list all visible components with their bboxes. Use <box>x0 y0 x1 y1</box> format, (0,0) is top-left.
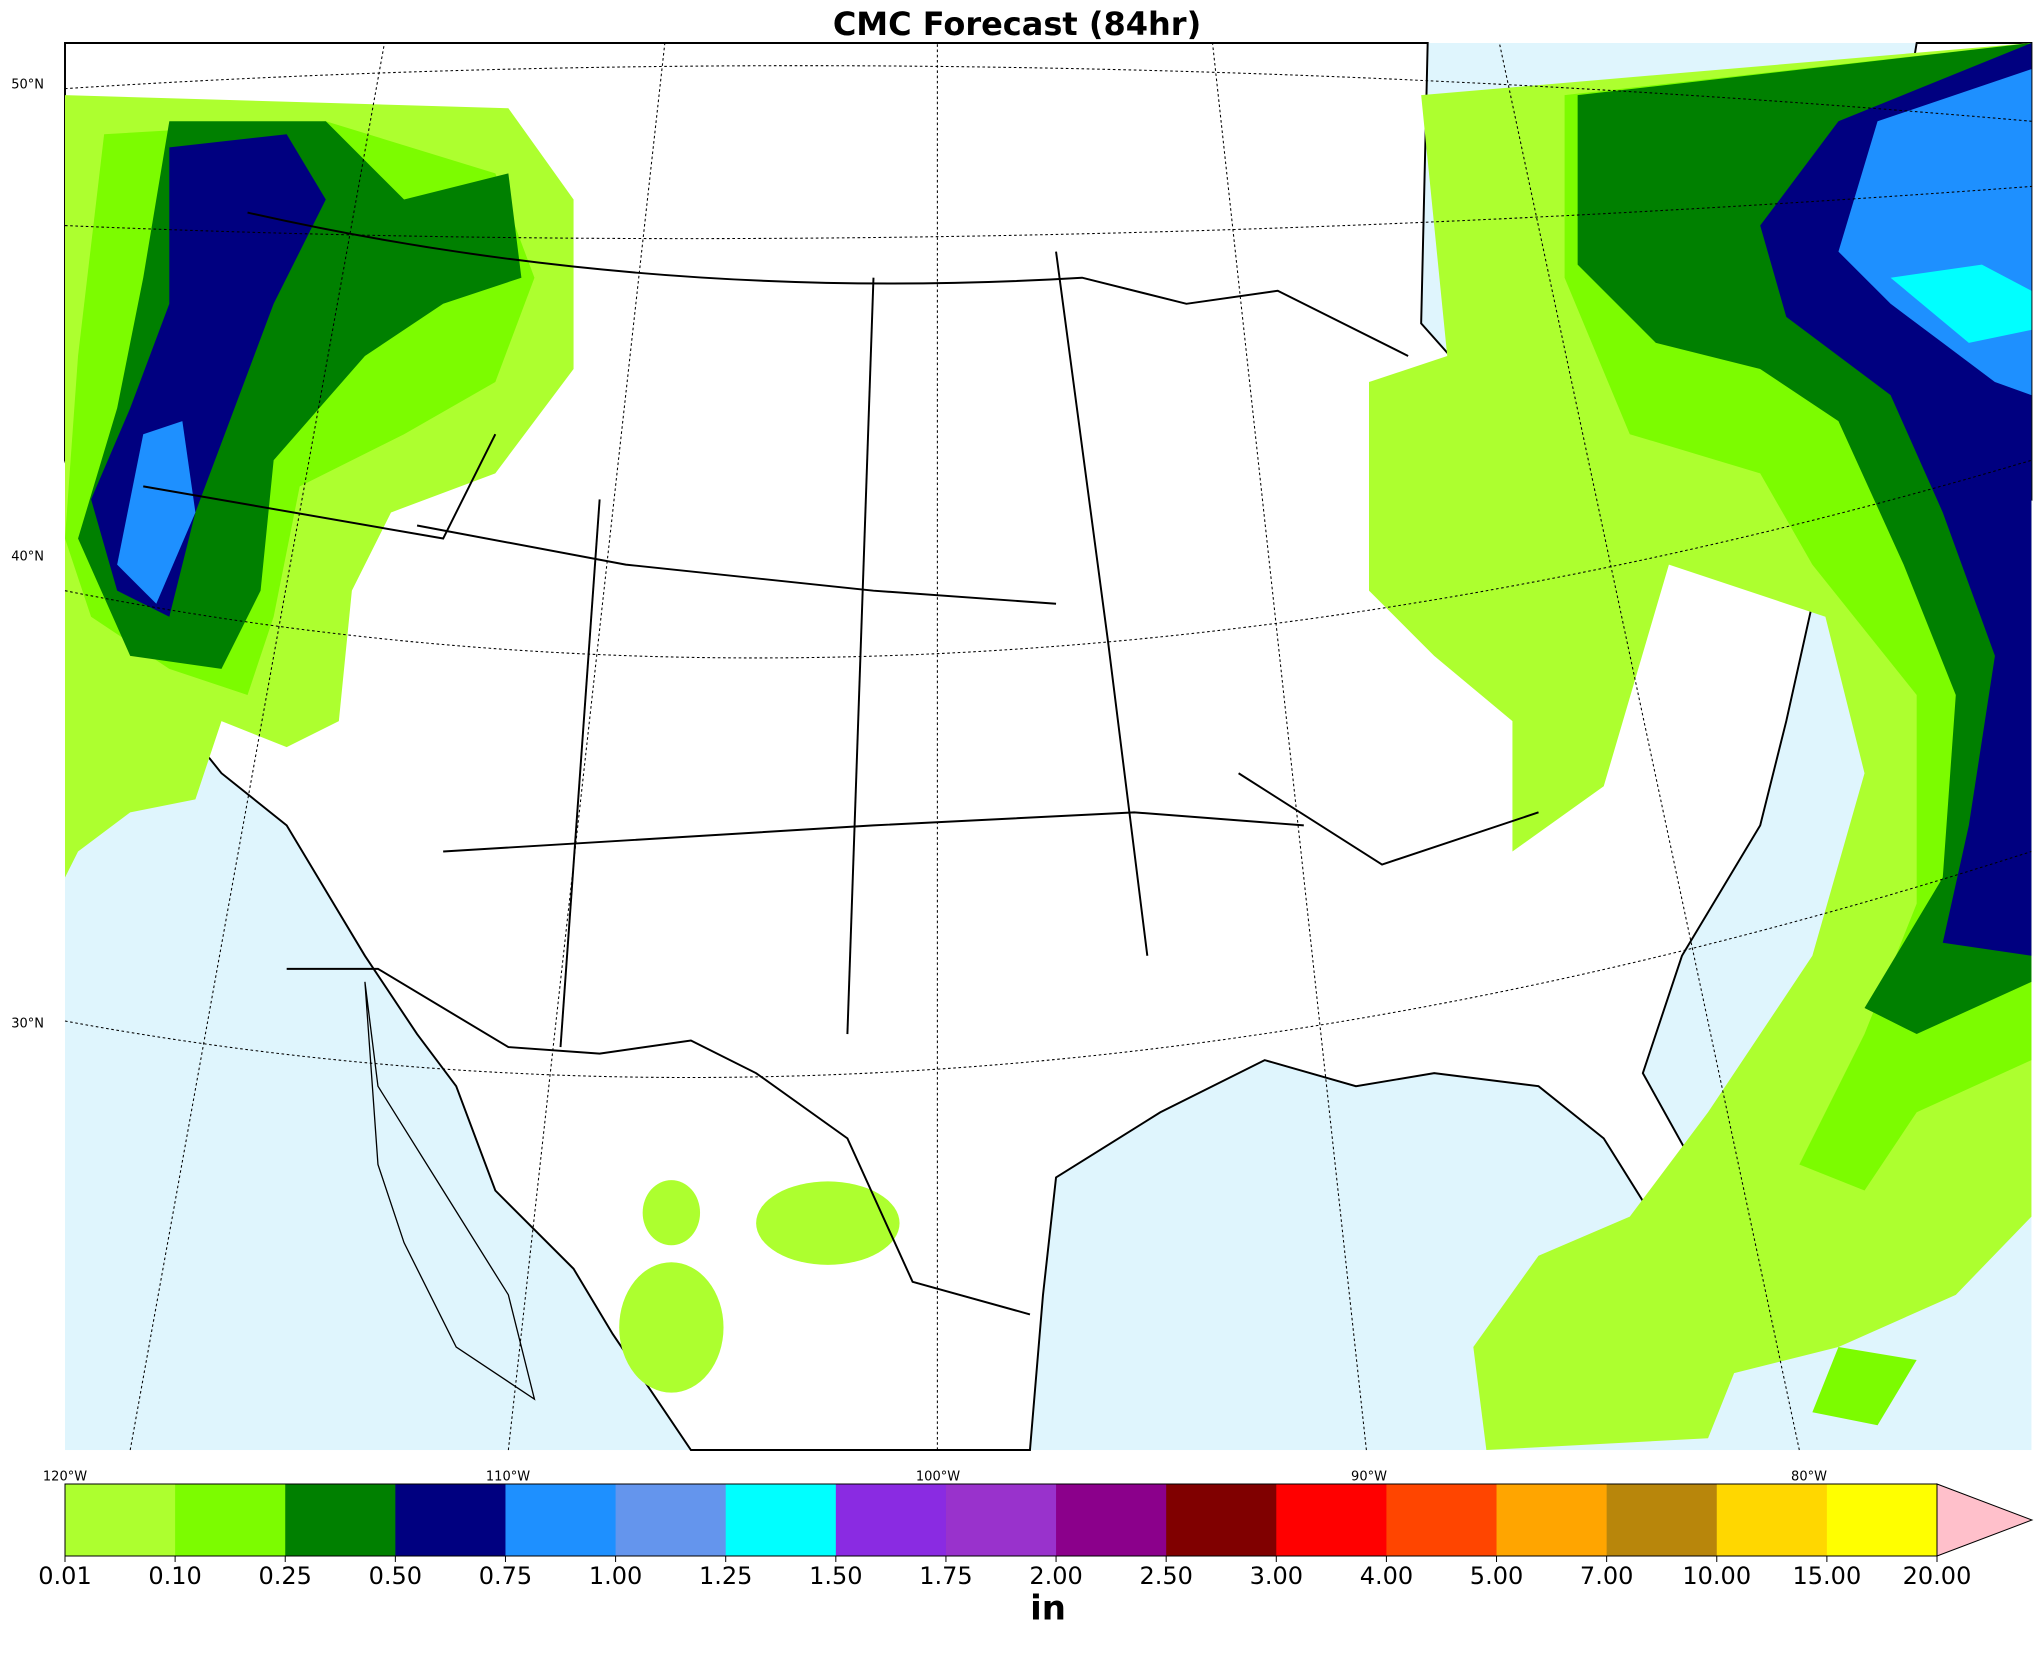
extend-arrow <box>1936 1483 2034 1557</box>
map <box>64 42 2033 1451</box>
tick-label: 0.10 <box>148 1562 201 1590</box>
color-bin <box>1386 1484 1498 1556</box>
tick-label: 4.00 <box>1360 1562 1413 1590</box>
color-bin <box>1056 1484 1167 1556</box>
lat-label: 40°N <box>11 550 44 565</box>
color-bin <box>65 1484 176 1556</box>
tick-label: 7.00 <box>1580 1562 1633 1590</box>
color-bin <box>395 1484 506 1556</box>
tick-label: 20.00 <box>1903 1562 1972 1590</box>
title: CMC Forecast (84hr) <box>833 5 1201 43</box>
color-bin <box>285 1484 396 1556</box>
lon-label: 100°W <box>916 1470 960 1485</box>
precip-area <box>642 1180 701 1246</box>
color-bin <box>835 1484 947 1556</box>
tick-label: 2.50 <box>1139 1562 1192 1590</box>
precip-area <box>1812 1347 1917 1426</box>
lon-label: 120°W <box>43 1470 87 1485</box>
tick-label: 10.00 <box>1682 1562 1751 1590</box>
color-bin <box>1716 1484 1828 1556</box>
precip-area <box>619 1262 724 1393</box>
lon-label: 80°W <box>1791 1470 1827 1485</box>
lat-label: 30°N <box>11 1017 44 1032</box>
color-bin <box>1606 1484 1718 1556</box>
colorbar-frame <box>64 1483 1938 1557</box>
tick-label: 1.75 <box>919 1562 972 1590</box>
lat-label: 50°N <box>11 78 44 93</box>
tick-label: 0.01 <box>38 1562 91 1590</box>
color-bin <box>945 1484 1057 1556</box>
color-bin <box>175 1484 286 1556</box>
colorbar-label: in <box>1030 1589 1066 1629</box>
lon-label: 110°W <box>486 1470 530 1485</box>
colorbar: 0.01 0.10 0.25 0.50 0.75 1.00 1.25 1.50 1.75 2.00… <box>38 1483 2034 1629</box>
tick-label: 1.00 <box>589 1562 642 1590</box>
tick-label: 0.25 <box>259 1562 312 1590</box>
precip-area <box>1890 264 2032 343</box>
color-bin <box>615 1484 727 1556</box>
tick-label: 1.25 <box>699 1562 752 1590</box>
color-bin <box>725 1484 837 1556</box>
color-bin <box>1826 1484 1938 1556</box>
tick-label: 3.00 <box>1250 1562 1303 1590</box>
color-bin <box>505 1484 617 1556</box>
color-bin <box>1496 1484 1608 1556</box>
precip-area <box>756 1181 900 1265</box>
lon-label: 90°W <box>1351 1470 1387 1485</box>
tick-label: 15.00 <box>1793 1562 1862 1590</box>
gulf-of-california <box>364 981 536 1401</box>
precip-area <box>117 421 196 604</box>
graticule <box>64 42 2032 1451</box>
tick-label: 0.75 <box>479 1562 532 1590</box>
color-bin <box>1276 1484 1387 1556</box>
borders <box>143 211 1539 1316</box>
tick-label: 2.00 <box>1029 1562 1082 1590</box>
color-bin <box>1166 1484 1277 1556</box>
tick-label: 5.00 <box>1470 1562 1523 1590</box>
tick-label: 0.50 <box>369 1562 422 1590</box>
tick-label: 1.50 <box>809 1562 862 1590</box>
